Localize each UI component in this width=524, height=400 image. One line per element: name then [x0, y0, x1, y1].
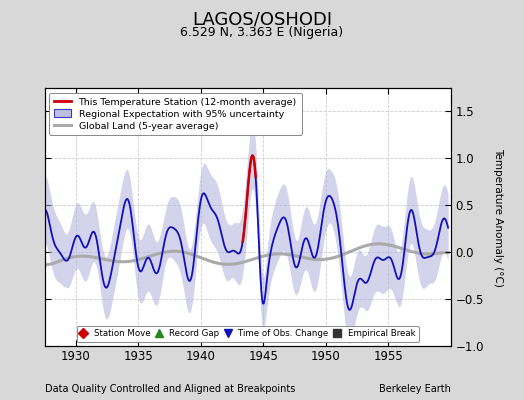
Text: Berkeley Earth: Berkeley Earth: [379, 384, 451, 394]
Text: LAGOS/OSHODI: LAGOS/OSHODI: [192, 10, 332, 28]
Text: 6.529 N, 3.363 E (Nigeria): 6.529 N, 3.363 E (Nigeria): [180, 26, 344, 39]
Text: 1940: 1940: [186, 350, 216, 363]
Text: 1955: 1955: [373, 350, 403, 363]
Text: Data Quality Controlled and Aligned at Breakpoints: Data Quality Controlled and Aligned at B…: [45, 384, 295, 394]
Text: 1950: 1950: [311, 350, 341, 363]
Text: 1930: 1930: [61, 350, 91, 363]
Text: 1935: 1935: [123, 350, 153, 363]
Y-axis label: Temperature Anomaly (°C): Temperature Anomaly (°C): [494, 148, 504, 286]
Legend: Station Move, Record Gap, Time of Obs. Change, Empirical Break: Station Move, Record Gap, Time of Obs. C…: [77, 326, 419, 342]
Text: 1945: 1945: [248, 350, 278, 363]
